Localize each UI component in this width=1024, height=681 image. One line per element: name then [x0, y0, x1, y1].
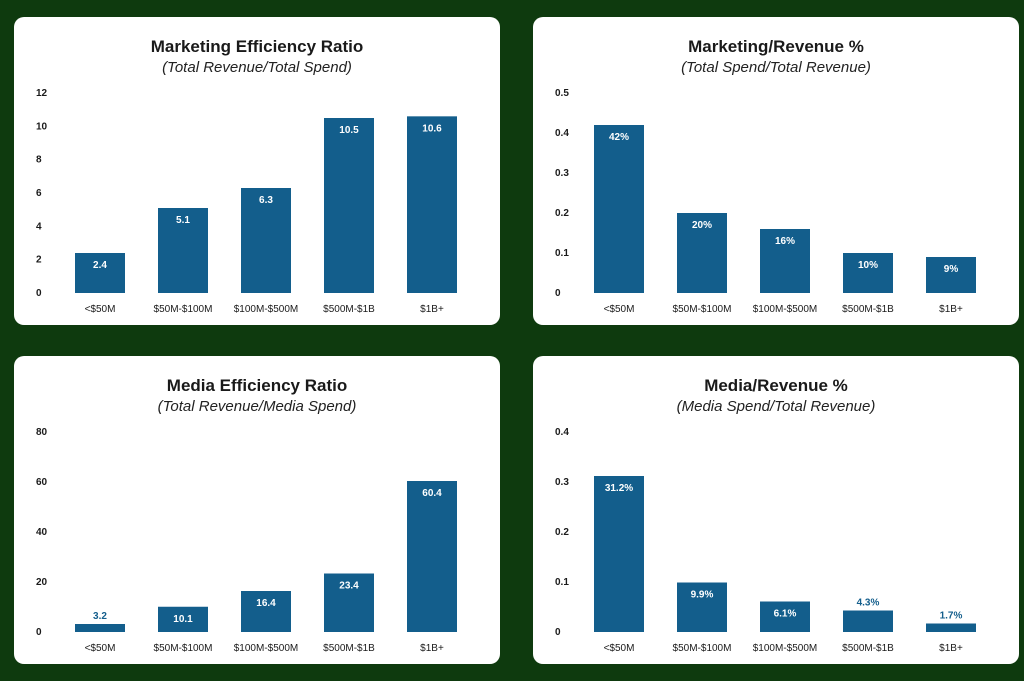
data-label: 10% — [858, 260, 878, 271]
bar-chart: 0 0.1 0.2 0.3 0.4 31.2% <$50M 9.9% $50M-$100M 6.1… — [555, 427, 976, 654]
data-label: 60.4 — [422, 488, 442, 499]
bar-chart: 0 0.1 0.2 0.3 0.4 0.5 42% <$50M 20% $50M-$100M 16%… — [555, 88, 976, 315]
x-tick-label: $50M-$100M — [154, 643, 213, 654]
y-tick-label: 10 — [36, 121, 48, 132]
chart-card-marketing-efficiency: Marketing Efficiency Ratio (Total Revenu… — [14, 17, 500, 325]
x-tick-label: $50M-$100M — [673, 643, 732, 654]
bar — [158, 606, 208, 632]
data-label: 2.4 — [93, 260, 107, 271]
data-label: 16% — [775, 236, 795, 247]
x-tick-label: <$50M — [85, 304, 116, 315]
x-tick-label: $1B+ — [420, 304, 444, 315]
y-tick-label: 2 — [36, 255, 42, 266]
y-tick-label: 0 — [36, 627, 42, 638]
bar — [843, 253, 893, 293]
chart-title: Media Efficiency Ratio — [166, 376, 348, 395]
x-tick-label: $50M-$100M — [673, 304, 732, 315]
x-tick-label: <$50M — [85, 643, 116, 654]
data-label: 10.1 — [173, 614, 193, 625]
y-tick-label: 0 — [555, 288, 561, 299]
bar — [594, 125, 644, 293]
data-label: 10.5 — [339, 125, 359, 136]
bar — [407, 116, 457, 293]
y-tick-label: 0.2 — [555, 527, 569, 538]
bar — [677, 213, 727, 293]
y-tick-label: 0.4 — [555, 128, 569, 139]
y-tick-label: 0.3 — [555, 168, 569, 179]
x-tick-label: $500M-$1B — [842, 304, 894, 315]
bar — [760, 601, 810, 632]
data-label: 42% — [609, 132, 629, 143]
chart-subtitle: (Total Revenue/Total Spend) — [162, 59, 352, 76]
x-tick-label: $100M-$500M — [753, 643, 817, 654]
data-label: 1.7% — [940, 611, 963, 622]
chart-title: Marketing Efficiency Ratio — [150, 37, 364, 56]
data-label: 23.4 — [339, 581, 359, 592]
data-label: 5.1 — [176, 215, 190, 226]
y-tick-label: 0.1 — [555, 577, 569, 588]
chart-title: Marketing/Revenue % — [688, 37, 864, 56]
chart-card-media-efficiency: Media Efficiency Ratio (Total Revenue/Me… — [14, 356, 500, 664]
y-tick-label: 80 — [36, 427, 48, 438]
bar — [843, 610, 893, 632]
chart-subtitle: (Media Spend/Total Revenue) — [676, 398, 876, 415]
y-tick-label: 0.1 — [555, 248, 569, 259]
data-label: 6.3 — [259, 195, 273, 206]
x-tick-label: $100M-$500M — [234, 643, 298, 654]
data-label: 20% — [692, 220, 712, 231]
x-tick-label: $1B+ — [939, 304, 963, 315]
bar — [75, 624, 125, 632]
data-label: 10.6 — [422, 123, 442, 134]
chart-subtitle: (Total Spend/Total Revenue) — [681, 59, 871, 76]
y-tick-label: 0.4 — [555, 427, 569, 438]
data-label: 16.4 — [256, 598, 276, 609]
data-label: 9.9% — [691, 590, 714, 601]
bar — [760, 229, 810, 293]
bar-chart: 0 2 4 6 8 10 12 2.4 <$50M 5.1 $50M-$100M 6.3 $100M-$… — [36, 88, 457, 315]
data-label: 3.2 — [93, 611, 107, 622]
y-tick-label: 60 — [36, 477, 48, 488]
chart-card-media-revenue: Media/Revenue % (Media Spend/Total Reven… — [533, 356, 1019, 664]
y-tick-label: 6 — [36, 188, 42, 199]
y-tick-label: 40 — [36, 527, 48, 538]
data-label: 6.1% — [774, 609, 797, 620]
bar — [241, 591, 291, 632]
x-tick-label: $1B+ — [939, 643, 963, 654]
y-tick-label: 20 — [36, 577, 48, 588]
bar — [594, 476, 644, 632]
bar — [926, 623, 976, 632]
x-tick-label: $100M-$500M — [234, 304, 298, 315]
y-tick-label: 4 — [36, 221, 42, 232]
y-tick-label: 0.5 — [555, 88, 569, 99]
x-tick-label: <$50M — [604, 304, 635, 315]
bar — [677, 582, 727, 632]
bar — [324, 573, 374, 632]
bar — [241, 188, 291, 293]
x-tick-label: <$50M — [604, 643, 635, 654]
bar-chart: 0 20 40 60 80 3.2 <$50M 10.1 $50M-$100M 16.4 $100M… — [36, 427, 457, 654]
x-tick-label: $1B+ — [420, 643, 444, 654]
x-tick-label: $500M-$1B — [323, 304, 375, 315]
data-label: 4.3% — [857, 598, 880, 609]
bar — [75, 253, 125, 293]
y-tick-label: 0.2 — [555, 208, 569, 219]
bar — [926, 257, 976, 293]
bar — [158, 208, 208, 293]
bar — [324, 118, 374, 293]
y-tick-label: 0 — [36, 288, 42, 299]
y-tick-label: 12 — [36, 88, 48, 99]
chart-subtitle: (Total Revenue/Media Spend) — [157, 398, 357, 415]
x-tick-label: $500M-$1B — [842, 643, 894, 654]
chart-title: Media/Revenue % — [704, 376, 848, 395]
data-label: 9% — [944, 264, 959, 275]
x-tick-label: $100M-$500M — [753, 304, 817, 315]
y-tick-label: 0 — [555, 627, 561, 638]
x-tick-label: $50M-$100M — [154, 304, 213, 315]
x-tick-label: $500M-$1B — [323, 643, 375, 654]
bar — [407, 481, 457, 632]
y-tick-label: 0.3 — [555, 477, 569, 488]
data-label: 31.2% — [605, 483, 633, 494]
y-tick-label: 8 — [36, 155, 42, 166]
chart-card-marketing-revenue: Marketing/Revenue % (Total Spend/Total R… — [533, 17, 1019, 325]
